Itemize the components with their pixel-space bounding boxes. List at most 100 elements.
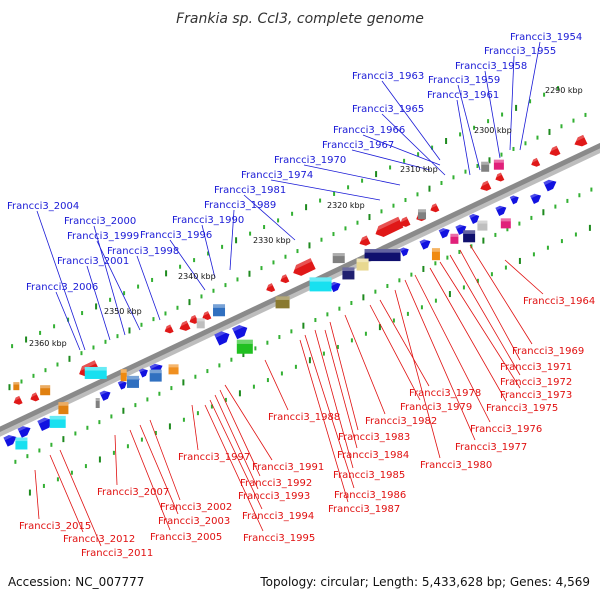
forward-gene-label[interactable]: Francci3_1990 (172, 215, 244, 226)
tick-mark (572, 118, 575, 123)
tick-mark (278, 335, 281, 340)
forward-gene-label[interactable]: Francci3_1974 (241, 170, 313, 181)
reverse-gene-label[interactable]: Francci3_1978 (409, 388, 481, 399)
forward-gene-label[interactable]: Francci3_1967 (322, 140, 394, 151)
reverse-gene-label[interactable]: Francci3_2003 (158, 516, 230, 527)
forward-gene-arrow (329, 279, 341, 293)
forward-gene-label[interactable]: Francci3_1998 (107, 246, 179, 257)
reverse-gene-label[interactable]: Francci3_1969 (512, 346, 584, 357)
tick-mark (389, 165, 392, 170)
forward-gene-label[interactable]: Francci3_1958 (455, 61, 527, 72)
tick-mark (206, 369, 209, 374)
forward-gene-label[interactable]: Francci3_2006 (26, 282, 98, 293)
tick-mark (165, 270, 168, 277)
forward-gene-label[interactable]: Francci3_1996 (140, 230, 212, 241)
forward-gene-label[interactable]: Francci3_2001 (57, 256, 129, 267)
reverse-gene-label[interactable]: Francci3_1976 (470, 424, 542, 435)
reverse-gene-label[interactable]: Francci3_1991 (252, 462, 324, 473)
reverse-gene-label[interactable]: Francci3_2007 (97, 487, 169, 498)
tick-mark (392, 203, 395, 208)
forward-gene-label[interactable]: Francci3_1981 (214, 185, 286, 196)
leader-line (214, 394, 259, 490)
tick-mark (236, 277, 239, 282)
tick-mark (210, 404, 213, 409)
reverse-gene-label[interactable]: Francci3_1986 (334, 490, 406, 501)
tick-mark (8, 384, 11, 391)
tick-mark (445, 137, 448, 144)
tick-mark (84, 464, 87, 469)
tick-mark (182, 417, 185, 422)
tick-mark (302, 322, 305, 329)
forward-gene-label[interactable]: Francci3_2004 (7, 201, 79, 212)
tick-mark (56, 362, 59, 367)
tick-mark (368, 214, 371, 221)
reverse-gene-label[interactable]: Francci3_1995 (243, 533, 315, 544)
forward-gene-label[interactable]: Francci3_1954 (510, 32, 582, 43)
reverse-gene-label[interactable]: Francci3_1987 (328, 504, 400, 515)
forward-gene-label[interactable]: Francci3_1989 (204, 200, 276, 211)
forward-gene-label[interactable]: Francci3_1961 (427, 90, 499, 101)
reverse-gene-label[interactable]: Francci3_1973 (500, 390, 572, 401)
reverse-gene-label[interactable]: Francci3_1964 (523, 296, 595, 307)
tick-mark (67, 317, 70, 322)
tick-mark (428, 185, 431, 192)
tick-mark (123, 291, 126, 296)
tick-mark (482, 237, 485, 244)
reverse-gene-label[interactable]: Francci3_2011 (81, 548, 153, 559)
forward-gene-label[interactable]: Francci3_1959 (428, 75, 500, 86)
tick-mark (98, 420, 101, 425)
reverse-gene-label[interactable]: Francci3_2002 (160, 502, 232, 513)
reverse-gene-label[interactable]: Francci3_1988 (268, 412, 340, 423)
reverse-gene-label[interactable]: Francci3_1993 (238, 491, 310, 502)
reverse-gene-label[interactable]: Francci3_1985 (333, 470, 405, 481)
reverse-gene-label[interactable]: Francci3_1975 (486, 403, 558, 414)
leader-line (381, 80, 441, 161)
tick-mark (518, 257, 521, 264)
reverse-gene-label[interactable]: Francci3_1971 (500, 362, 572, 373)
tick-mark (158, 391, 161, 396)
reverse-gene-arrow (177, 320, 191, 331)
tick-mark (536, 135, 539, 140)
reverse-gene-label[interactable]: Francci3_1992 (240, 478, 312, 489)
forward-gene-label[interactable]: Francci3_2000 (64, 216, 136, 227)
leader-line (394, 289, 441, 459)
reverse-gene-label[interactable]: Francci3_1972 (500, 377, 572, 388)
reverse-gene-label[interactable]: Francci3_2005 (150, 532, 222, 543)
tick-mark (403, 158, 406, 163)
reverse-gene-label[interactable]: Francci3_1980 (420, 460, 492, 471)
leader-line (149, 419, 181, 501)
tick-mark (266, 340, 269, 345)
tick-mark (350, 338, 353, 343)
leader-line (270, 179, 381, 201)
special-gene-box (84, 366, 107, 379)
special-gene-box (342, 267, 355, 280)
forward-gene-label[interactable]: Francci3_1966 (333, 125, 405, 136)
kbp-tick-label: 2350 kbp (104, 307, 142, 316)
reverse-gene-label[interactable]: Francci3_2012 (63, 534, 135, 545)
reverse-gene-label[interactable]: Francci3_1977 (455, 442, 527, 453)
special-gene-box (431, 248, 440, 261)
tick-mark (548, 128, 551, 135)
tick-mark (277, 218, 280, 223)
tick-mark (92, 345, 95, 350)
forward-gene-label[interactable]: Francci3_1955 (484, 46, 556, 57)
forward-gene-label[interactable]: Francci3_1999 (67, 231, 139, 242)
tick-mark (524, 141, 527, 146)
reverse-gene-label[interactable]: Francci3_1997 (178, 452, 250, 463)
reverse-gene-label[interactable]: Francci3_1982 (365, 416, 437, 427)
reverse-gene-label[interactable]: Francci3_1984 (337, 450, 409, 461)
tick-mark (320, 237, 323, 242)
forward-gene-label[interactable]: Francci3_1963 (352, 71, 424, 82)
reverse-gene-label[interactable]: Francci3_2015 (19, 521, 91, 532)
leader-line (219, 389, 261, 477)
tick-mark (212, 288, 215, 293)
reverse-gene-label[interactable]: Francci3_1994 (242, 511, 314, 522)
tick-mark (122, 407, 125, 414)
forward-gene-label[interactable]: Francci3_1965 (352, 104, 424, 115)
reverse-gene-label[interactable]: Francci3_1979 (400, 402, 472, 413)
forward-gene-label[interactable]: Francci3_1970 (274, 155, 346, 166)
tick-mark (374, 289, 377, 294)
reverse-gene-label[interactable]: Francci3_1983 (338, 432, 410, 443)
tick-mark (200, 294, 203, 299)
tick-mark (364, 331, 367, 336)
